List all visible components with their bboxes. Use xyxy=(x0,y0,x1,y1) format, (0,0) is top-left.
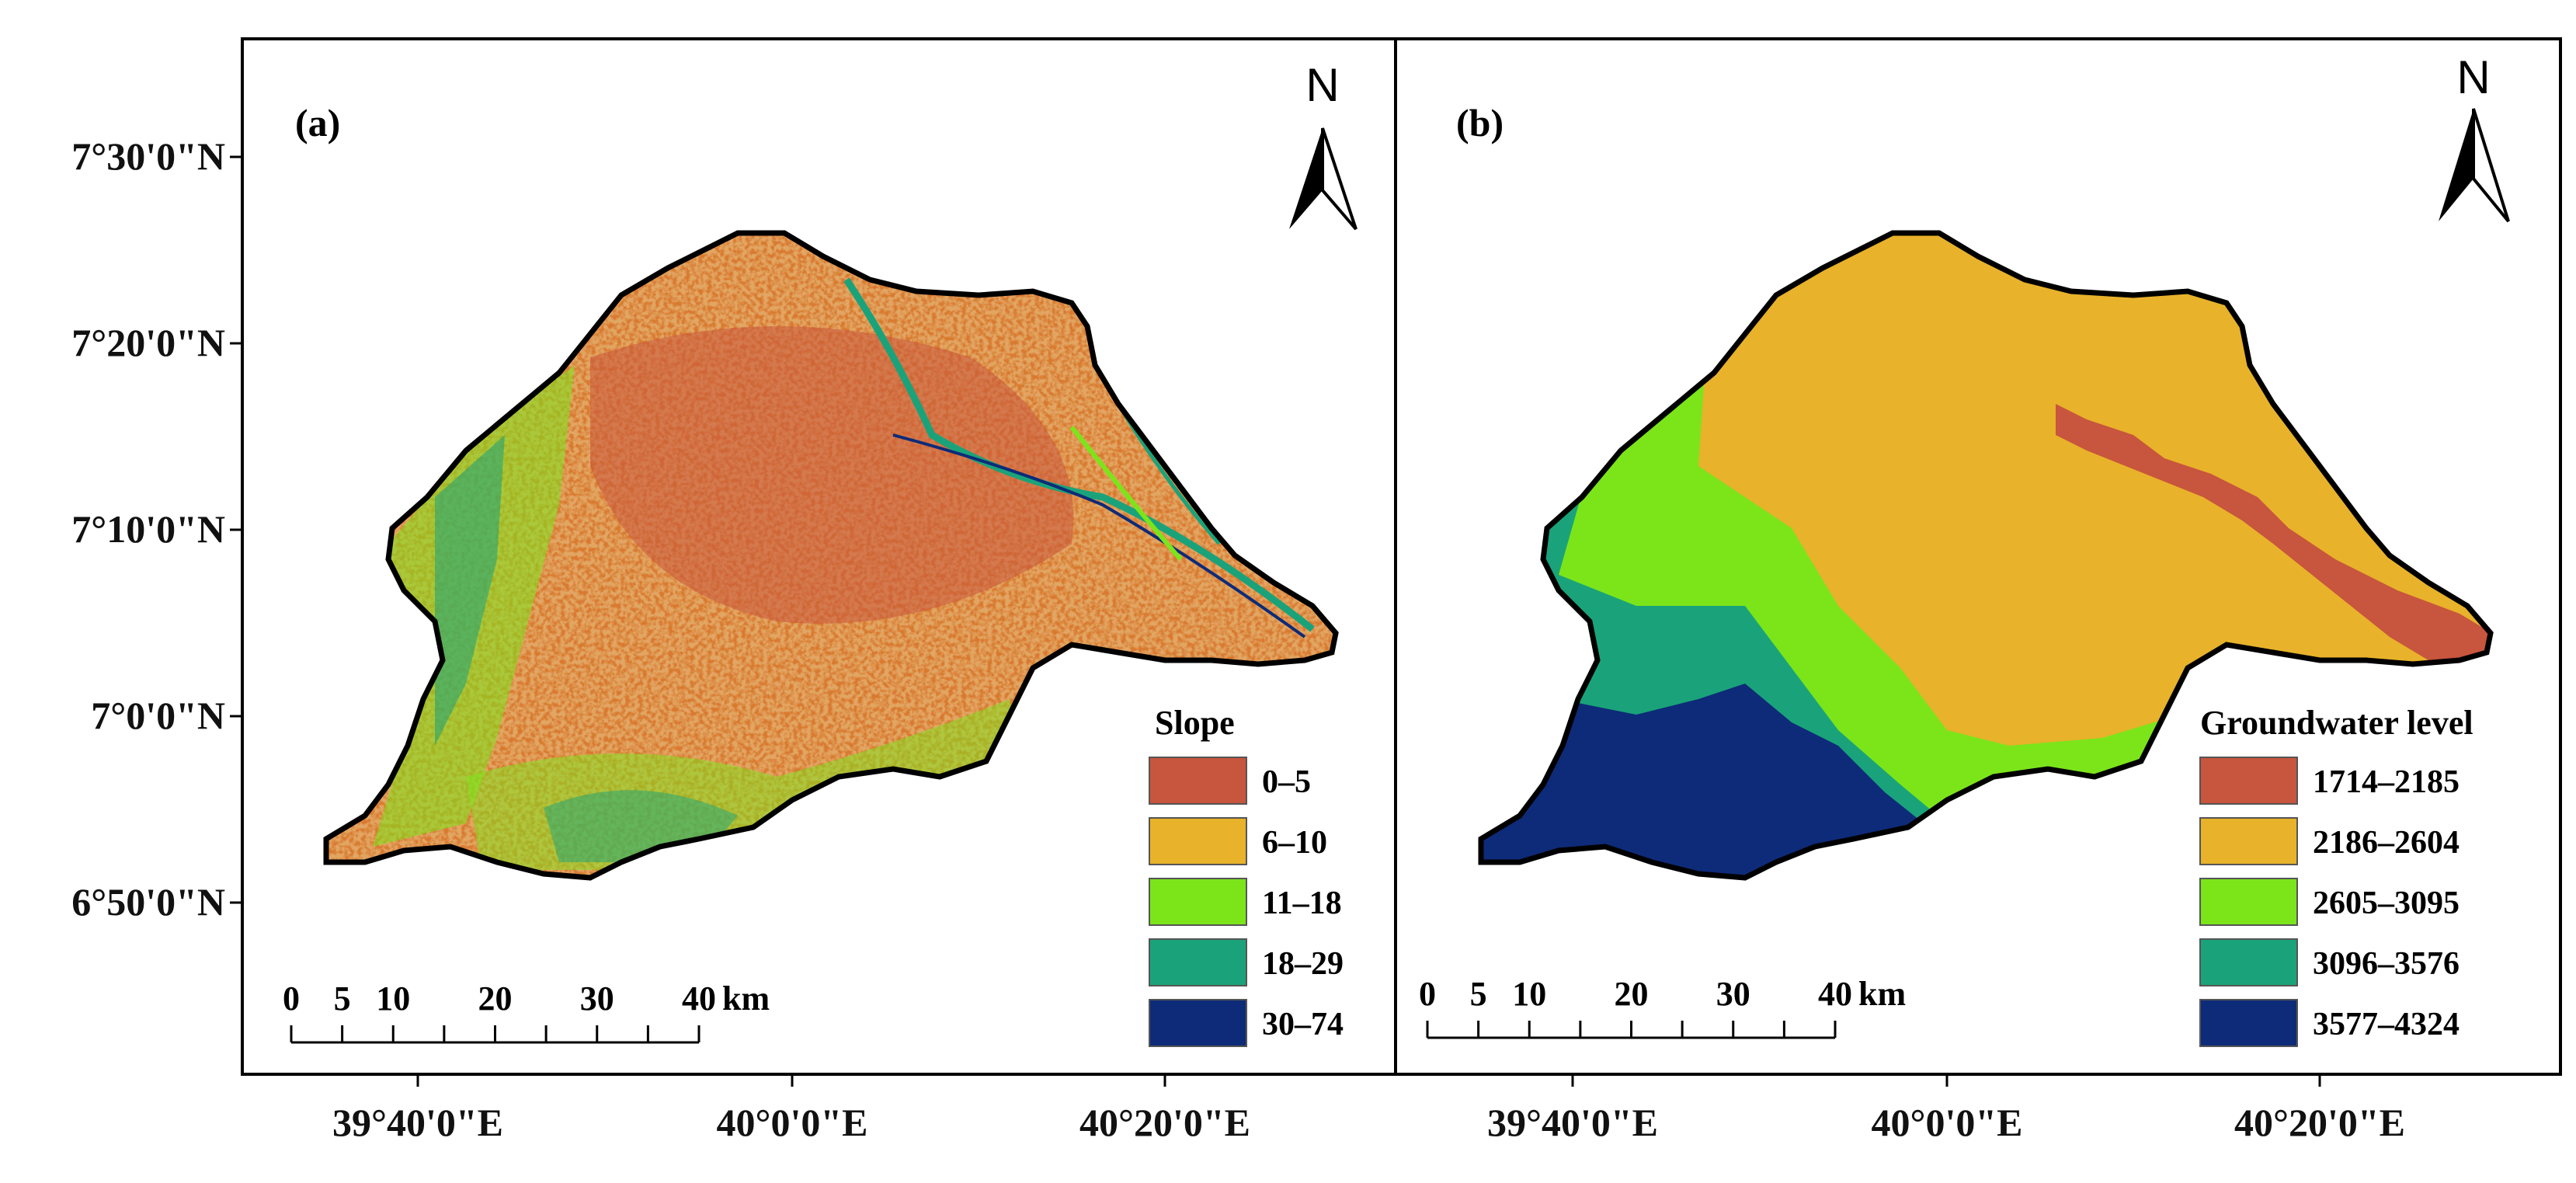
legend-swatch xyxy=(2199,878,2298,926)
y-tick-label: 7°20'0"N xyxy=(71,321,225,364)
panel-b-label: (b) xyxy=(1456,101,1504,144)
scale-bar-label: 5 xyxy=(334,979,351,1018)
scale-bar-label: 30 xyxy=(1716,975,1750,1013)
legend-swatch xyxy=(2199,757,2298,805)
scale-bar-label: 20 xyxy=(1615,975,1649,1013)
legend-label: 6–10 xyxy=(1262,825,1327,861)
x-axis-a: 39°40'0"E 40°0'0"E 40°20'0"E xyxy=(332,1074,1250,1144)
y-tick-label: 7°10'0"N xyxy=(71,507,225,551)
y-axis: 7°30'0"N 7°20'0"N 7°10'0"N 7°0'0"N 6°50'… xyxy=(71,134,242,924)
legend-label: 2605–3095 xyxy=(2313,886,2460,921)
legend-title: Slope xyxy=(1155,704,1235,742)
scale-bar-a: 0 5 10 20 30 40 km xyxy=(283,979,770,1044)
legend-title: Groundwater level xyxy=(2200,704,2473,742)
x-tick-label: 39°40'0"E xyxy=(1487,1101,1658,1144)
legend-swatch xyxy=(2199,817,2298,865)
x-tick-label: 40°0'0"E xyxy=(717,1101,868,1144)
legend-swatch xyxy=(1149,817,1247,865)
scale-bar-unit: km xyxy=(722,979,770,1018)
x-tick-label: 40°20'0"E xyxy=(2234,1101,2405,1144)
scale-bar-b: 0 5 10 20 30 40 km xyxy=(1419,975,1906,1039)
legend-swatch xyxy=(1149,999,1247,1047)
legend-a: Slope 0–5 6–10 11–18 18–29 30–74 xyxy=(1149,704,1344,1047)
legend-b: Groundwater level 1714–2185 2186–2604 2605… xyxy=(2199,704,2473,1047)
legend-label: 3577–4324 xyxy=(2313,1007,2460,1042)
scale-bar-label: 0 xyxy=(283,979,300,1018)
legend-label: 2186–2604 xyxy=(2313,825,2460,861)
legend-label: 0–5 xyxy=(1262,764,1311,800)
scale-bar-label: 10 xyxy=(1512,975,1546,1013)
scale-bar-label: 0 xyxy=(1419,975,1436,1013)
scale-bar-label: 10 xyxy=(376,979,410,1018)
legend-label: 18–29 xyxy=(1262,946,1344,982)
x-axis-b: 39°40'0"E 40°0'0"E 40°20'0"E xyxy=(1487,1074,2405,1144)
north-label: N xyxy=(2456,51,2490,103)
scale-bar-label: 40 xyxy=(1818,975,1852,1013)
legend-label: 30–74 xyxy=(1262,1007,1344,1042)
scale-bar-label: 5 xyxy=(1470,975,1487,1013)
scale-bar-unit: km xyxy=(1858,975,1906,1013)
legend-label: 1714–2185 xyxy=(2313,764,2460,800)
x-tick-label: 40°0'0"E xyxy=(1872,1101,2023,1144)
scale-bar-label: 20 xyxy=(478,979,513,1018)
x-tick-label: 40°20'0"E xyxy=(1079,1101,1250,1144)
legend-swatch xyxy=(2199,999,2298,1047)
legend-label: 11–18 xyxy=(1262,886,1342,921)
north-label: N xyxy=(1305,59,1339,111)
legend-swatch xyxy=(1149,757,1247,805)
y-tick-label: 7°0'0"N xyxy=(91,694,225,737)
panel-a-label: (a) xyxy=(295,101,340,144)
legend-swatch xyxy=(1149,878,1247,926)
x-tick-label: 39°40'0"E xyxy=(332,1101,503,1144)
north-arrow-icon: N xyxy=(1289,59,1358,231)
y-tick-label: 7°30'0"N xyxy=(71,134,225,178)
y-tick-label: 6°50'0"N xyxy=(71,880,225,924)
legend-swatch xyxy=(2199,938,2298,986)
legend-label: 3096–3576 xyxy=(2313,946,2460,982)
legend-swatch xyxy=(1149,938,1247,986)
scale-bar-label: 40 xyxy=(682,979,716,1018)
north-arrow-icon: N xyxy=(2439,51,2510,223)
scale-bar-label: 30 xyxy=(580,979,614,1018)
